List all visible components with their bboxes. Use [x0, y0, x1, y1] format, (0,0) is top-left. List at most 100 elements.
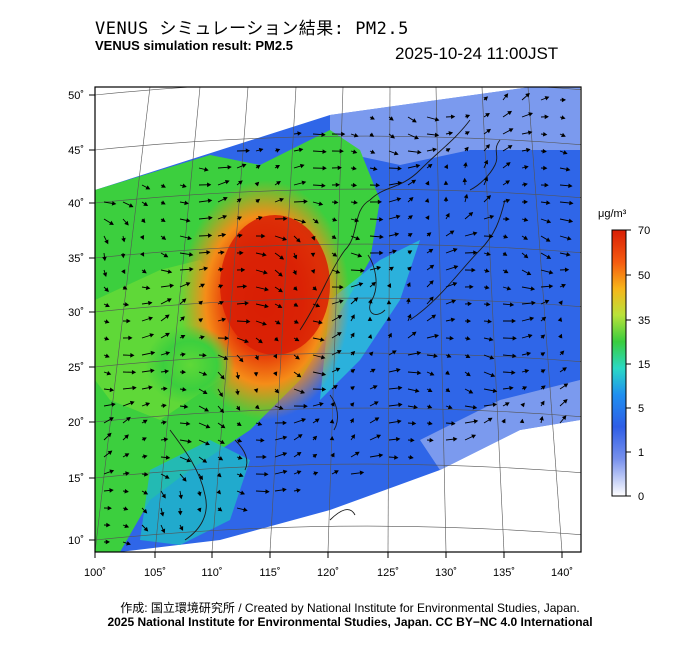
- timestamp: 2025-10-24 11:00JST: [395, 44, 559, 63]
- wind-arrowhead: [161, 235, 167, 240]
- wind-arrowhead: [544, 182, 549, 188]
- wind-arrowhead: [182, 476, 187, 482]
- wind-arrowhead: [483, 159, 489, 165]
- wind-arrowhead: [443, 164, 449, 170]
- wind-arrowhead: [104, 239, 109, 245]
- wind-arrowhead: [148, 300, 153, 306]
- wind-arrowhead: [483, 96, 489, 101]
- wind-arrowhead: [164, 474, 170, 479]
- wind-arrowhead: [145, 285, 151, 291]
- wind-arrowhead: [282, 487, 287, 493]
- credit-line: 作成: 国立環境研究所 / Created by National Instit…: [120, 601, 580, 615]
- wind-arrowhead: [258, 147, 264, 153]
- wind-arrowhead: [106, 370, 112, 376]
- wind-arrowhead: [359, 470, 365, 476]
- lon-label: 100˚: [84, 567, 106, 579]
- wind-arrowhead: [221, 232, 227, 238]
- wind-arrowhead: [558, 300, 563, 306]
- wind-arrowhead: [546, 200, 551, 205]
- wind-arrowhead: [217, 506, 223, 512]
- wind-arrowhead: [218, 284, 224, 289]
- wind-arrowhead: [109, 417, 114, 422]
- wind-arrowhead: [313, 471, 319, 476]
- wind-arrowhead: [466, 318, 472, 324]
- wind-arrowhead: [389, 116, 394, 121]
- wind-arrowhead: [379, 250, 384, 256]
- wind-arrowhead: [129, 400, 135, 406]
- wind-arrowhead: [485, 112, 490, 118]
- wind-arrowhead: [443, 180, 449, 185]
- wind-arrowhead: [150, 350, 156, 356]
- wind-arrowhead: [148, 316, 154, 321]
- wind-arrowhead: [428, 421, 433, 426]
- wind-arrowhead: [544, 114, 549, 120]
- wind-arrowhead: [322, 165, 327, 171]
- wind-arrowhead: [508, 128, 514, 133]
- wind-arrowhead: [198, 318, 204, 323]
- wind-arrowhead: [160, 528, 166, 534]
- wind-arrowhead: [204, 407, 209, 412]
- wind-arrowhead: [355, 235, 361, 241]
- wind-arrowhead: [394, 232, 400, 237]
- wind-arrowhead: [353, 200, 358, 205]
- wind-arrowhead: [311, 235, 316, 241]
- wind-arrowhead: [332, 252, 338, 257]
- title-en: VENUS simulation result: PM2.5: [95, 38, 293, 53]
- wind-arrowhead: [282, 469, 288, 475]
- wind-arrowhead: [406, 297, 411, 303]
- lat-label: 50˚: [68, 90, 84, 102]
- wind-arrowhead: [392, 249, 397, 254]
- wind-arrowhead: [182, 183, 187, 188]
- wind-arrowhead: [451, 299, 457, 304]
- wind-arrowhead: [492, 388, 498, 394]
- wind-arrowhead: [411, 331, 417, 337]
- wind-arrowhead: [126, 416, 131, 422]
- wind-arrowhead: [109, 469, 115, 474]
- wind-arrowhead: [178, 494, 183, 500]
- wind-arrowhead: [235, 390, 240, 396]
- wind-arrowhead: [131, 369, 137, 375]
- wind-arrowhead: [197, 507, 202, 513]
- wind-arrowhead: [275, 164, 281, 170]
- wind-arrowhead: [283, 216, 288, 222]
- wind-arrowhead: [467, 301, 472, 307]
- wind-arrowhead: [425, 215, 430, 221]
- wind-arrowhead: [335, 182, 340, 188]
- wind-arrowhead: [453, 265, 459, 270]
- wind-arrowhead: [530, 286, 536, 291]
- wind-arrowhead: [505, 216, 510, 222]
- wind-arrowhead: [407, 266, 412, 272]
- wind-arrowhead: [238, 180, 243, 185]
- wind-arrowhead: [563, 383, 569, 388]
- wind-arrowhead: [238, 233, 243, 238]
- wind-arrowhead: [181, 369, 186, 375]
- wind-arrowhead: [239, 250, 244, 256]
- wind-arrowhead: [395, 436, 401, 442]
- wind-arrowhead: [372, 385, 378, 390]
- wind-arrowhead: [187, 439, 192, 444]
- wind-arrowhead: [125, 471, 130, 476]
- wind-arrowhead: [320, 354, 326, 360]
- wind-arrowhead: [104, 336, 110, 341]
- wind-arrowhead: [391, 350, 397, 355]
- lon-label: 110˚: [201, 567, 222, 579]
- wind-arrowhead: [562, 367, 567, 372]
- wind-arrowhead: [502, 251, 508, 256]
- colorbar-tick: 0: [638, 491, 644, 503]
- map-field: [95, 87, 581, 552]
- wind-arrowhead: [376, 265, 382, 271]
- lat-label: 45˚: [68, 145, 84, 157]
- wind-arrowhead: [200, 335, 205, 340]
- wind-arrowhead: [349, 402, 355, 407]
- wind-arrowhead: [468, 212, 474, 217]
- wind-arrowhead: [463, 193, 469, 199]
- wind-arrowhead: [240, 267, 246, 273]
- wind-arrowhead: [350, 351, 356, 356]
- wind-arrowhead: [105, 302, 110, 308]
- wind-arrowhead: [367, 316, 373, 321]
- wind-arrowhead: [414, 135, 419, 140]
- wind-arrowhead: [141, 269, 147, 274]
- wind-arrowhead: [434, 333, 439, 339]
- wind-arrowhead: [336, 332, 342, 337]
- wind-arrowhead: [142, 437, 147, 442]
